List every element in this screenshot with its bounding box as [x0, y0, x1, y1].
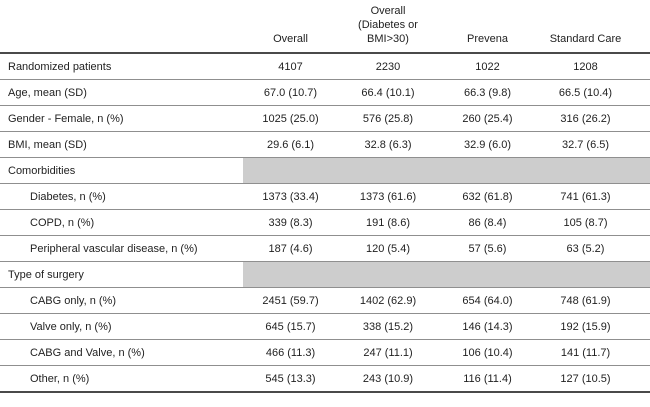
table-row: Diabetes, n (%) 1373 (33.4) 1373 (61.6) 632…	[0, 183, 650, 210]
column-header: Standard Care	[537, 0, 650, 54]
row-label: Randomized patients	[8, 60, 112, 73]
value-cell: 32.8 (6.3)	[338, 131, 438, 158]
value-cell: 260 (25.4)	[438, 105, 537, 132]
section-row: Type of surgery	[0, 261, 650, 288]
value-cell: 1022	[475, 60, 500, 73]
value-cell: 243 (10.9)	[338, 365, 438, 392]
value-cell: 576 (25.8)	[338, 105, 438, 132]
table-row: COPD, n (%) 339 (8.3) 191 (8.6) 86 (8.4) 105…	[0, 209, 650, 236]
value-cell: 192 (15.9)	[537, 313, 650, 340]
section-label: Comorbidities	[0, 157, 243, 184]
value-cell: 120 (5.4)	[338, 235, 438, 262]
table-row: CABG only, n (%) 2451 (59.7) 1402 (62.9) 65…	[0, 287, 650, 314]
value-cell: 247 (11.1)	[338, 339, 438, 366]
value-cell: 32.7 (6.5)	[537, 131, 650, 158]
value-cell: 466 (11.3)	[243, 339, 338, 366]
corner-cell	[0, 0, 243, 54]
value-cell: 1373 (33.4)	[243, 183, 338, 210]
value-cell: 66.4 (10.1)	[338, 79, 438, 106]
value-cell: 146 (14.3)	[438, 313, 537, 340]
row-label: Peripheral vascular disease, n (%)	[0, 235, 243, 262]
value-cell: 57 (5.6)	[438, 235, 537, 262]
value-cell: 32.9 (6.0)	[438, 131, 537, 158]
value-cell: 4107	[278, 60, 303, 73]
row-label: Diabetes, n (%)	[0, 183, 243, 210]
value-cell: 66.5 (10.4)	[537, 79, 650, 106]
value-cell: 632 (61.8)	[438, 183, 537, 210]
value-cell: 106 (10.4)	[438, 339, 537, 366]
row-label: Other, n (%)	[0, 365, 243, 392]
value-cell: 86 (8.4)	[438, 209, 537, 236]
value-cell: 748 (61.9)	[537, 287, 650, 314]
value-cell: 1373 (61.6)	[338, 183, 438, 210]
section-label: Type of surgery	[0, 261, 243, 288]
row-label: COPD, n (%)	[0, 209, 243, 236]
row-label: CABG only, n (%)	[0, 287, 243, 314]
value-cell: 127 (10.5)	[537, 365, 650, 392]
value-cell: 316 (26.2)	[537, 105, 650, 132]
column-header: Overall (Diabetes or BMI>30)	[338, 0, 438, 54]
row-label: CABG and Valve, n (%)	[0, 339, 243, 366]
value-cell: 1025 (25.0)	[243, 105, 338, 132]
value-cell: 645 (15.7)	[243, 313, 338, 340]
table-row: Randomized patients 4107 2230 1022 1208	[0, 53, 650, 80]
table-body: Randomized patients 4107 2230 1022 1208 Age, …	[0, 53, 650, 392]
value-cell: 191 (8.6)	[338, 209, 438, 236]
header-row: Overall Overall (Diabetes or BMI>30) Preve…	[0, 0, 650, 54]
value-cell: 2230	[375, 60, 401, 73]
table-header: Overall Overall (Diabetes or BMI>30) Preve…	[0, 0, 650, 54]
value-cell: 1402 (62.9)	[338, 287, 438, 314]
column-header: Prevena	[438, 0, 537, 54]
value-cell: 741 (61.3)	[537, 183, 650, 210]
value-cell: 2451 (59.7)	[243, 287, 338, 314]
value-cell: 116 (11.4)	[438, 365, 537, 392]
table-row: Gender - Female, n (%) 1025 (25.0) 576 (25…	[0, 105, 650, 132]
table-row: BMI, mean (SD) 29.6 (6.1) 32.8 (6.3) 32.9 (…	[0, 131, 650, 158]
value-cell: 67.0 (10.7)	[243, 79, 338, 106]
table-row: Age, mean (SD) 67.0 (10.7) 66.4 (10.1) 66.3…	[0, 79, 650, 106]
row-label: Valve only, n (%)	[0, 313, 243, 340]
table-row: CABG and Valve, n (%) 466 (11.3) 247 (11.1…	[0, 339, 650, 366]
value-cell: 187 (4.6)	[243, 235, 338, 262]
row-label: BMI, mean (SD)	[0, 131, 243, 158]
section-shaded-band	[243, 261, 650, 288]
value-cell: 338 (15.2)	[338, 313, 438, 340]
section-shaded-band	[243, 157, 650, 184]
row-label: Gender - Female, n (%)	[0, 105, 243, 132]
value-cell: 1208	[573, 60, 598, 73]
baseline-characteristics-table: Overall Overall (Diabetes or BMI>30) Preve…	[0, 0, 650, 393]
column-header: Overall	[243, 0, 338, 54]
value-cell: 654 (64.0)	[438, 287, 537, 314]
value-cell: 141 (11.7)	[537, 339, 650, 366]
row-label: Age, mean (SD)	[0, 79, 243, 106]
value-cell: 66.3 (9.8)	[438, 79, 537, 106]
value-cell: 545 (13.3)	[243, 365, 338, 392]
value-cell: 29.6 (6.1)	[243, 131, 338, 158]
value-cell: 63 (5.2)	[537, 235, 650, 262]
table-row: Other, n (%) 545 (13.3) 243 (10.9) 116 (11.…	[0, 365, 650, 392]
section-row: Comorbidities	[0, 157, 650, 184]
table-row: Valve only, n (%) 645 (15.7) 338 (15.2) 146…	[0, 313, 650, 340]
value-cell: 105 (8.7)	[537, 209, 650, 236]
value-cell: 339 (8.3)	[243, 209, 338, 236]
table-row: Peripheral vascular disease, n (%) 187 (4…	[0, 235, 650, 262]
